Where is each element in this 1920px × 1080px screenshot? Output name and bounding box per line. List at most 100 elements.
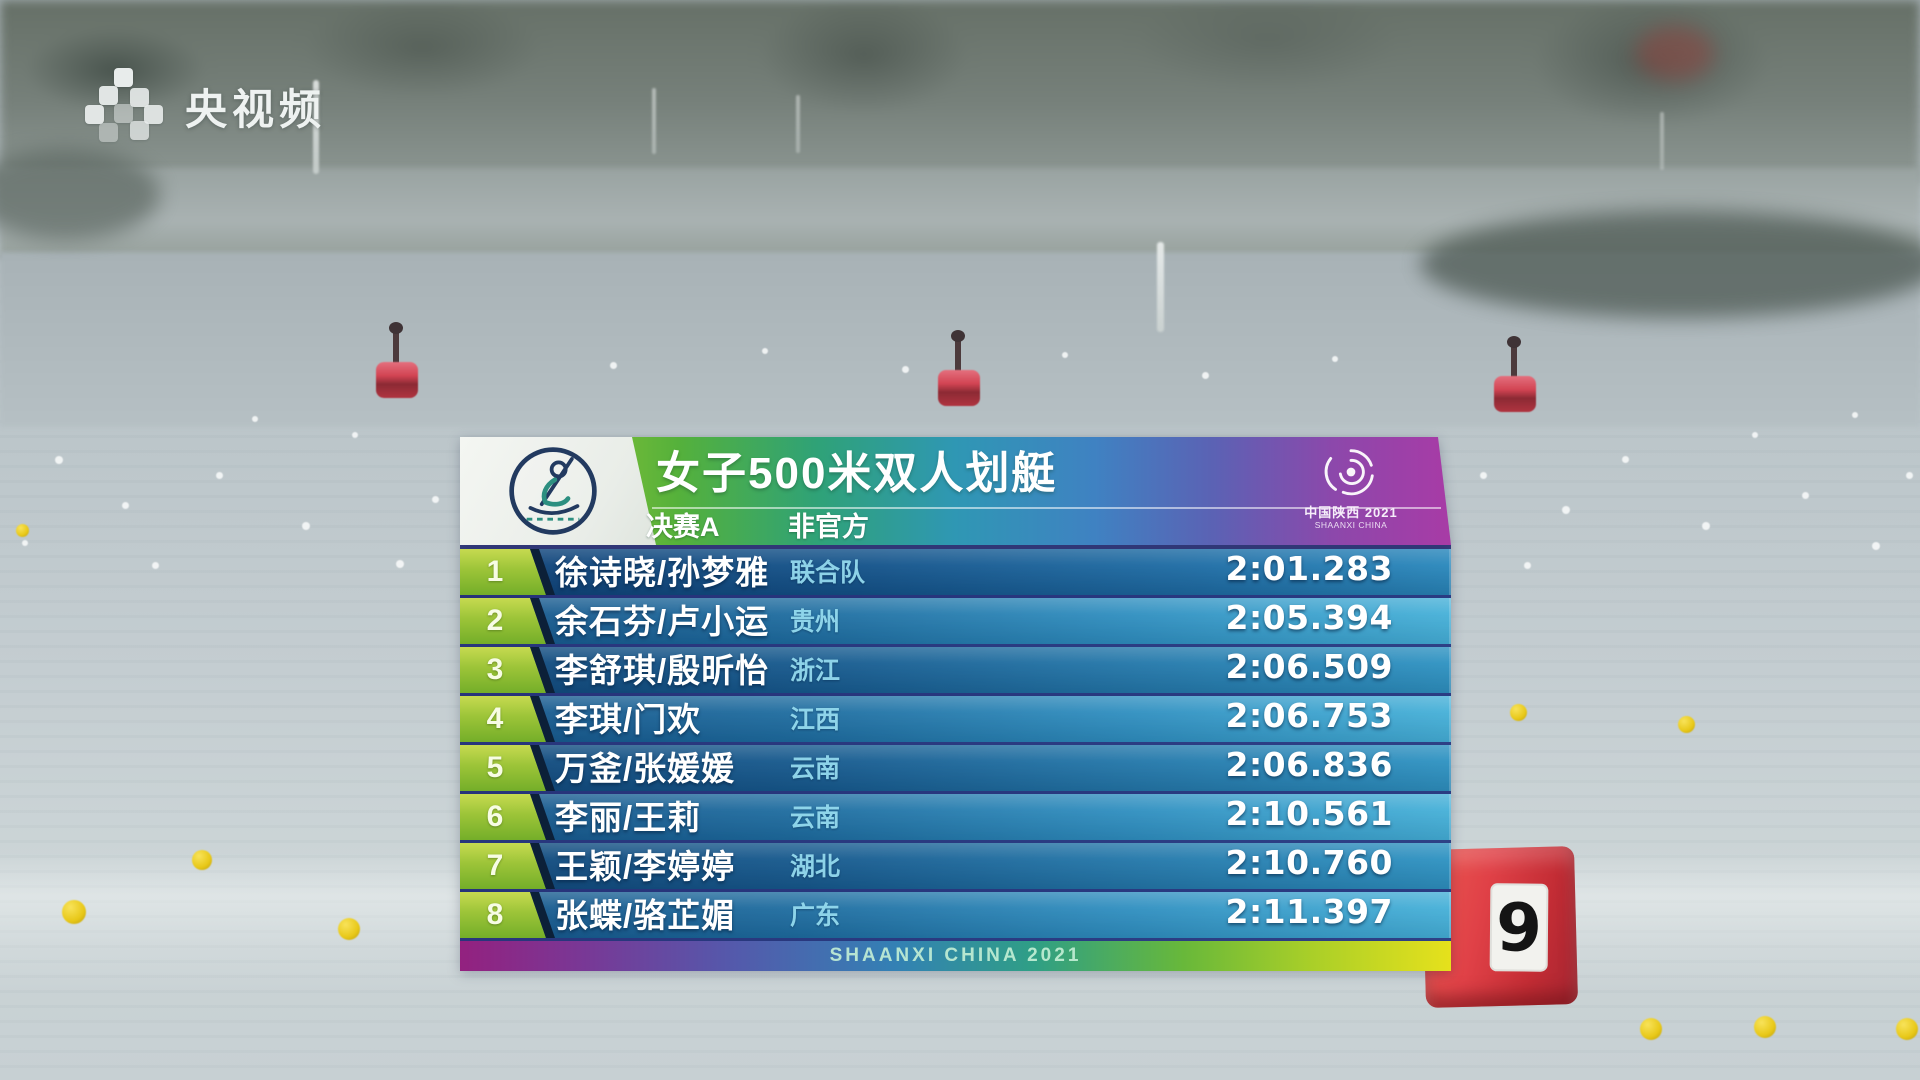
results-rows: 1 徐诗晓/孙梦雅 联合队 2:01.283 2 余石芬/卢小运 贵州 2:05… xyxy=(460,545,1451,941)
rank-badge: 8 xyxy=(460,892,556,938)
broadcaster-watermark: 央视频 xyxy=(85,68,326,144)
yellow-buoy-icon xyxy=(1896,1018,1918,1040)
white-buoy-dot xyxy=(610,362,617,369)
white-buoy-dot xyxy=(432,496,439,503)
buoy-body xyxy=(938,370,980,406)
games-emblem-icon xyxy=(1322,443,1380,501)
white-buoy-dot xyxy=(902,366,909,373)
team-label: 云南 xyxy=(790,804,841,832)
result-row: 2 余石芬/卢小运 贵州 2:05.394 xyxy=(460,598,1451,647)
mosaic-tile xyxy=(99,123,118,142)
rank-badge: 6 xyxy=(460,794,556,840)
rank-number: 8 xyxy=(486,898,504,931)
white-buoy-dot xyxy=(396,560,404,568)
team-label: 广东 xyxy=(790,902,841,930)
crew-names: 王颖/李婷婷 xyxy=(555,848,736,885)
white-buoy-dot xyxy=(1332,356,1338,362)
shore-trees-left xyxy=(0,148,160,240)
lane-number: 9 xyxy=(1495,888,1543,967)
canoe-pictogram-icon xyxy=(506,444,600,538)
lamp-post xyxy=(313,80,319,174)
time-value: 2:11.397 xyxy=(1225,892,1393,931)
yellow-buoy-icon xyxy=(1640,1018,1662,1040)
rank-number: 7 xyxy=(486,849,504,882)
result-row: 1 徐诗晓/孙梦雅 联合队 2:01.283 xyxy=(460,549,1451,598)
broadcaster-name: 央视频 xyxy=(185,85,327,133)
result-row: 4 李琪/门欢 江西 2:06.753 xyxy=(460,696,1451,745)
white-buoy-dot xyxy=(352,432,358,438)
crew-names: 李丽/王莉 xyxy=(555,799,702,836)
rank-badge: 1 xyxy=(460,549,556,595)
emblem-text-en: SHAANXI CHINA xyxy=(1314,520,1388,530)
red-marker-buoy-icon xyxy=(1486,336,1542,422)
yellow-buoy-icon xyxy=(338,918,360,940)
lamp-post xyxy=(796,95,800,153)
crew-names: 余石芬/卢小运 xyxy=(555,603,770,640)
crew-names: 万釜/张媛媛 xyxy=(555,750,736,787)
white-buoy-dot xyxy=(1562,506,1570,514)
yellow-buoy-icon xyxy=(1678,716,1695,733)
team-label: 浙江 xyxy=(790,657,841,685)
white-buoy-dot xyxy=(1202,372,1209,379)
mosaic-tile xyxy=(130,121,149,140)
yellow-buoy-icon xyxy=(1754,1016,1776,1038)
result-row: 5 万釜/张媛媛 云南 2:06.836 xyxy=(460,745,1451,794)
yellow-buoy-icon xyxy=(192,850,212,870)
white-buoy-dot xyxy=(1852,412,1858,418)
white-buoy-dot xyxy=(1062,352,1068,358)
rank-badge: 2 xyxy=(460,598,556,644)
scoreboard-header: 女子500米双人划艇 决赛A 非官方 中国陕西 2021 SHAANXI CHI… xyxy=(460,437,1451,545)
games-emblem: 中国陕西 2021 SHAANXI CHINA xyxy=(1301,443,1401,531)
yellow-buoy-icon xyxy=(62,900,86,924)
time-value: 2:01.283 xyxy=(1225,549,1393,588)
team-label: 贵州 xyxy=(790,608,841,636)
rank-badge: 7 xyxy=(460,843,556,889)
white-buoy-dot xyxy=(1622,456,1629,463)
yellow-buoy-icon xyxy=(1510,704,1527,721)
lamp-post xyxy=(1660,112,1664,170)
team-label: 云南 xyxy=(790,755,841,783)
mosaic-tile xyxy=(99,86,118,105)
footer-bar: SHAANXI CHINA 2021 xyxy=(460,941,1451,971)
mosaic-tile xyxy=(114,68,133,87)
time-value: 2:05.394 xyxy=(1225,598,1393,637)
team-label: 江西 xyxy=(790,706,841,734)
lamp-post xyxy=(652,88,656,154)
mosaic-tile xyxy=(130,88,149,107)
time-value: 2:10.760 xyxy=(1225,843,1393,882)
buoy-body xyxy=(1494,376,1536,412)
status-label: 非官方 xyxy=(788,512,869,542)
white-buoy-dot xyxy=(252,416,258,422)
crew-names: 徐诗晓/孙梦雅 xyxy=(555,554,770,591)
time-value: 2:06.509 xyxy=(1225,647,1393,686)
buoy-stem xyxy=(1507,336,1521,380)
yellow-buoy-icon xyxy=(16,524,29,537)
results-scoreboard: 女子500米双人划艇 决赛A 非官方 中国陕西 2021 SHAANXI CHI… xyxy=(460,437,1451,971)
red-marker-buoy-icon xyxy=(368,322,424,408)
white-buoy-dot xyxy=(1752,432,1758,438)
white-buoy-dot xyxy=(122,502,129,509)
mosaic-tile xyxy=(114,104,133,123)
time-value: 2:10.561 xyxy=(1225,794,1393,833)
white-buoy-dot xyxy=(55,456,63,464)
white-buoy-dot xyxy=(1906,472,1913,479)
result-row: 8 张蝶/骆芷媚 广东 2:11.397 xyxy=(460,892,1451,941)
white-buoy-dot xyxy=(762,348,768,354)
event-title: 女子500米双人划艇 xyxy=(656,449,1058,498)
mosaic-tile xyxy=(144,105,163,124)
far-shore xyxy=(0,0,1920,185)
crew-names: 李琪/门欢 xyxy=(555,701,702,738)
footer-text: SHAANXI CHINA 2021 xyxy=(829,945,1082,966)
white-buoy-dot xyxy=(152,562,159,569)
buoy-stem xyxy=(389,322,403,366)
white-buoy-dot xyxy=(1802,492,1809,499)
rank-number: 2 xyxy=(486,604,504,637)
rank-number: 6 xyxy=(486,800,504,833)
round-label: 决赛A xyxy=(646,512,720,542)
result-row: 6 李丽/王莉 云南 2:10.561 xyxy=(460,794,1451,843)
cctv-mosaic-icon xyxy=(85,68,165,144)
white-buoy-dot xyxy=(1480,472,1487,479)
rank-badge: 5 xyxy=(460,745,556,791)
rank-number: 3 xyxy=(486,653,504,686)
